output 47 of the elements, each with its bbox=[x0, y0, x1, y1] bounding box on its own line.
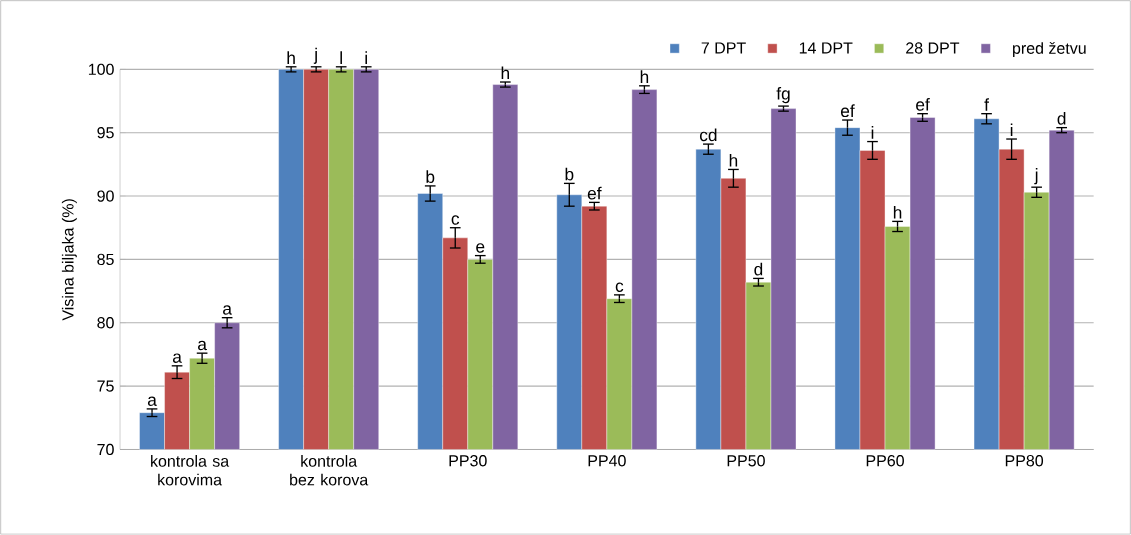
data-label: ef bbox=[587, 186, 602, 200]
data-label: c bbox=[615, 282, 624, 293]
data-label: i bbox=[871, 126, 874, 139]
data-label: cd bbox=[699, 128, 717, 142]
data-label: a bbox=[223, 305, 232, 315]
data-label: ef bbox=[840, 104, 855, 118]
data-label: d bbox=[1057, 112, 1066, 125]
y-tick-label: 85 bbox=[97, 253, 114, 266]
y-tick-label: 70 bbox=[97, 443, 114, 456]
data-label: d bbox=[754, 262, 763, 276]
data-label: i bbox=[1010, 123, 1013, 137]
data-label: a bbox=[198, 340, 207, 351]
data-label: h bbox=[501, 66, 510, 80]
data-label: ef bbox=[916, 98, 930, 111]
legend-label: 7 DPT bbox=[701, 42, 746, 54]
data-label: l bbox=[340, 51, 342, 64]
y-tick-label: 100 bbox=[88, 63, 114, 76]
x-tick-label: PP30 bbox=[449, 455, 487, 467]
legend-label: pred žetvu bbox=[1013, 42, 1086, 58]
data-label: i bbox=[365, 51, 367, 64]
data-label: j bbox=[1034, 168, 1038, 185]
data-label: h bbox=[729, 154, 738, 167]
x-tick-label: kontrola bez korova bbox=[290, 455, 369, 486]
y-tick-label: 80 bbox=[97, 317, 114, 329]
data-label: fg bbox=[776, 87, 790, 104]
legend-label: 28 DPT bbox=[906, 42, 960, 54]
legend-label: 14 DPT bbox=[799, 42, 853, 54]
data-label: b bbox=[426, 170, 435, 184]
data-label: e bbox=[476, 243, 485, 253]
y-axis-title: Visina biljaka (%) bbox=[61, 199, 77, 321]
data-label: j bbox=[313, 47, 317, 64]
y-tick-label: 75 bbox=[97, 380, 114, 392]
data-label: h bbox=[287, 51, 295, 64]
data-label: h bbox=[640, 70, 649, 83]
x-tick-label: PP80 bbox=[1005, 455, 1044, 467]
data-label: b bbox=[565, 167, 574, 181]
data-label: a bbox=[172, 353, 182, 363]
data-label: f bbox=[984, 98, 989, 111]
data-label: a bbox=[147, 396, 157, 407]
data-label: c bbox=[451, 215, 460, 225]
x-tick-label: kontrola sa korovima bbox=[151, 455, 230, 486]
x-tick-label: PP60 bbox=[866, 455, 904, 467]
data-label: h bbox=[893, 205, 902, 219]
x-tick-label: PP50 bbox=[727, 455, 765, 467]
x-tick-label: PP40 bbox=[588, 455, 626, 467]
y-tick-label: 95 bbox=[97, 127, 114, 139]
y-tick-label: 90 bbox=[97, 190, 114, 202]
